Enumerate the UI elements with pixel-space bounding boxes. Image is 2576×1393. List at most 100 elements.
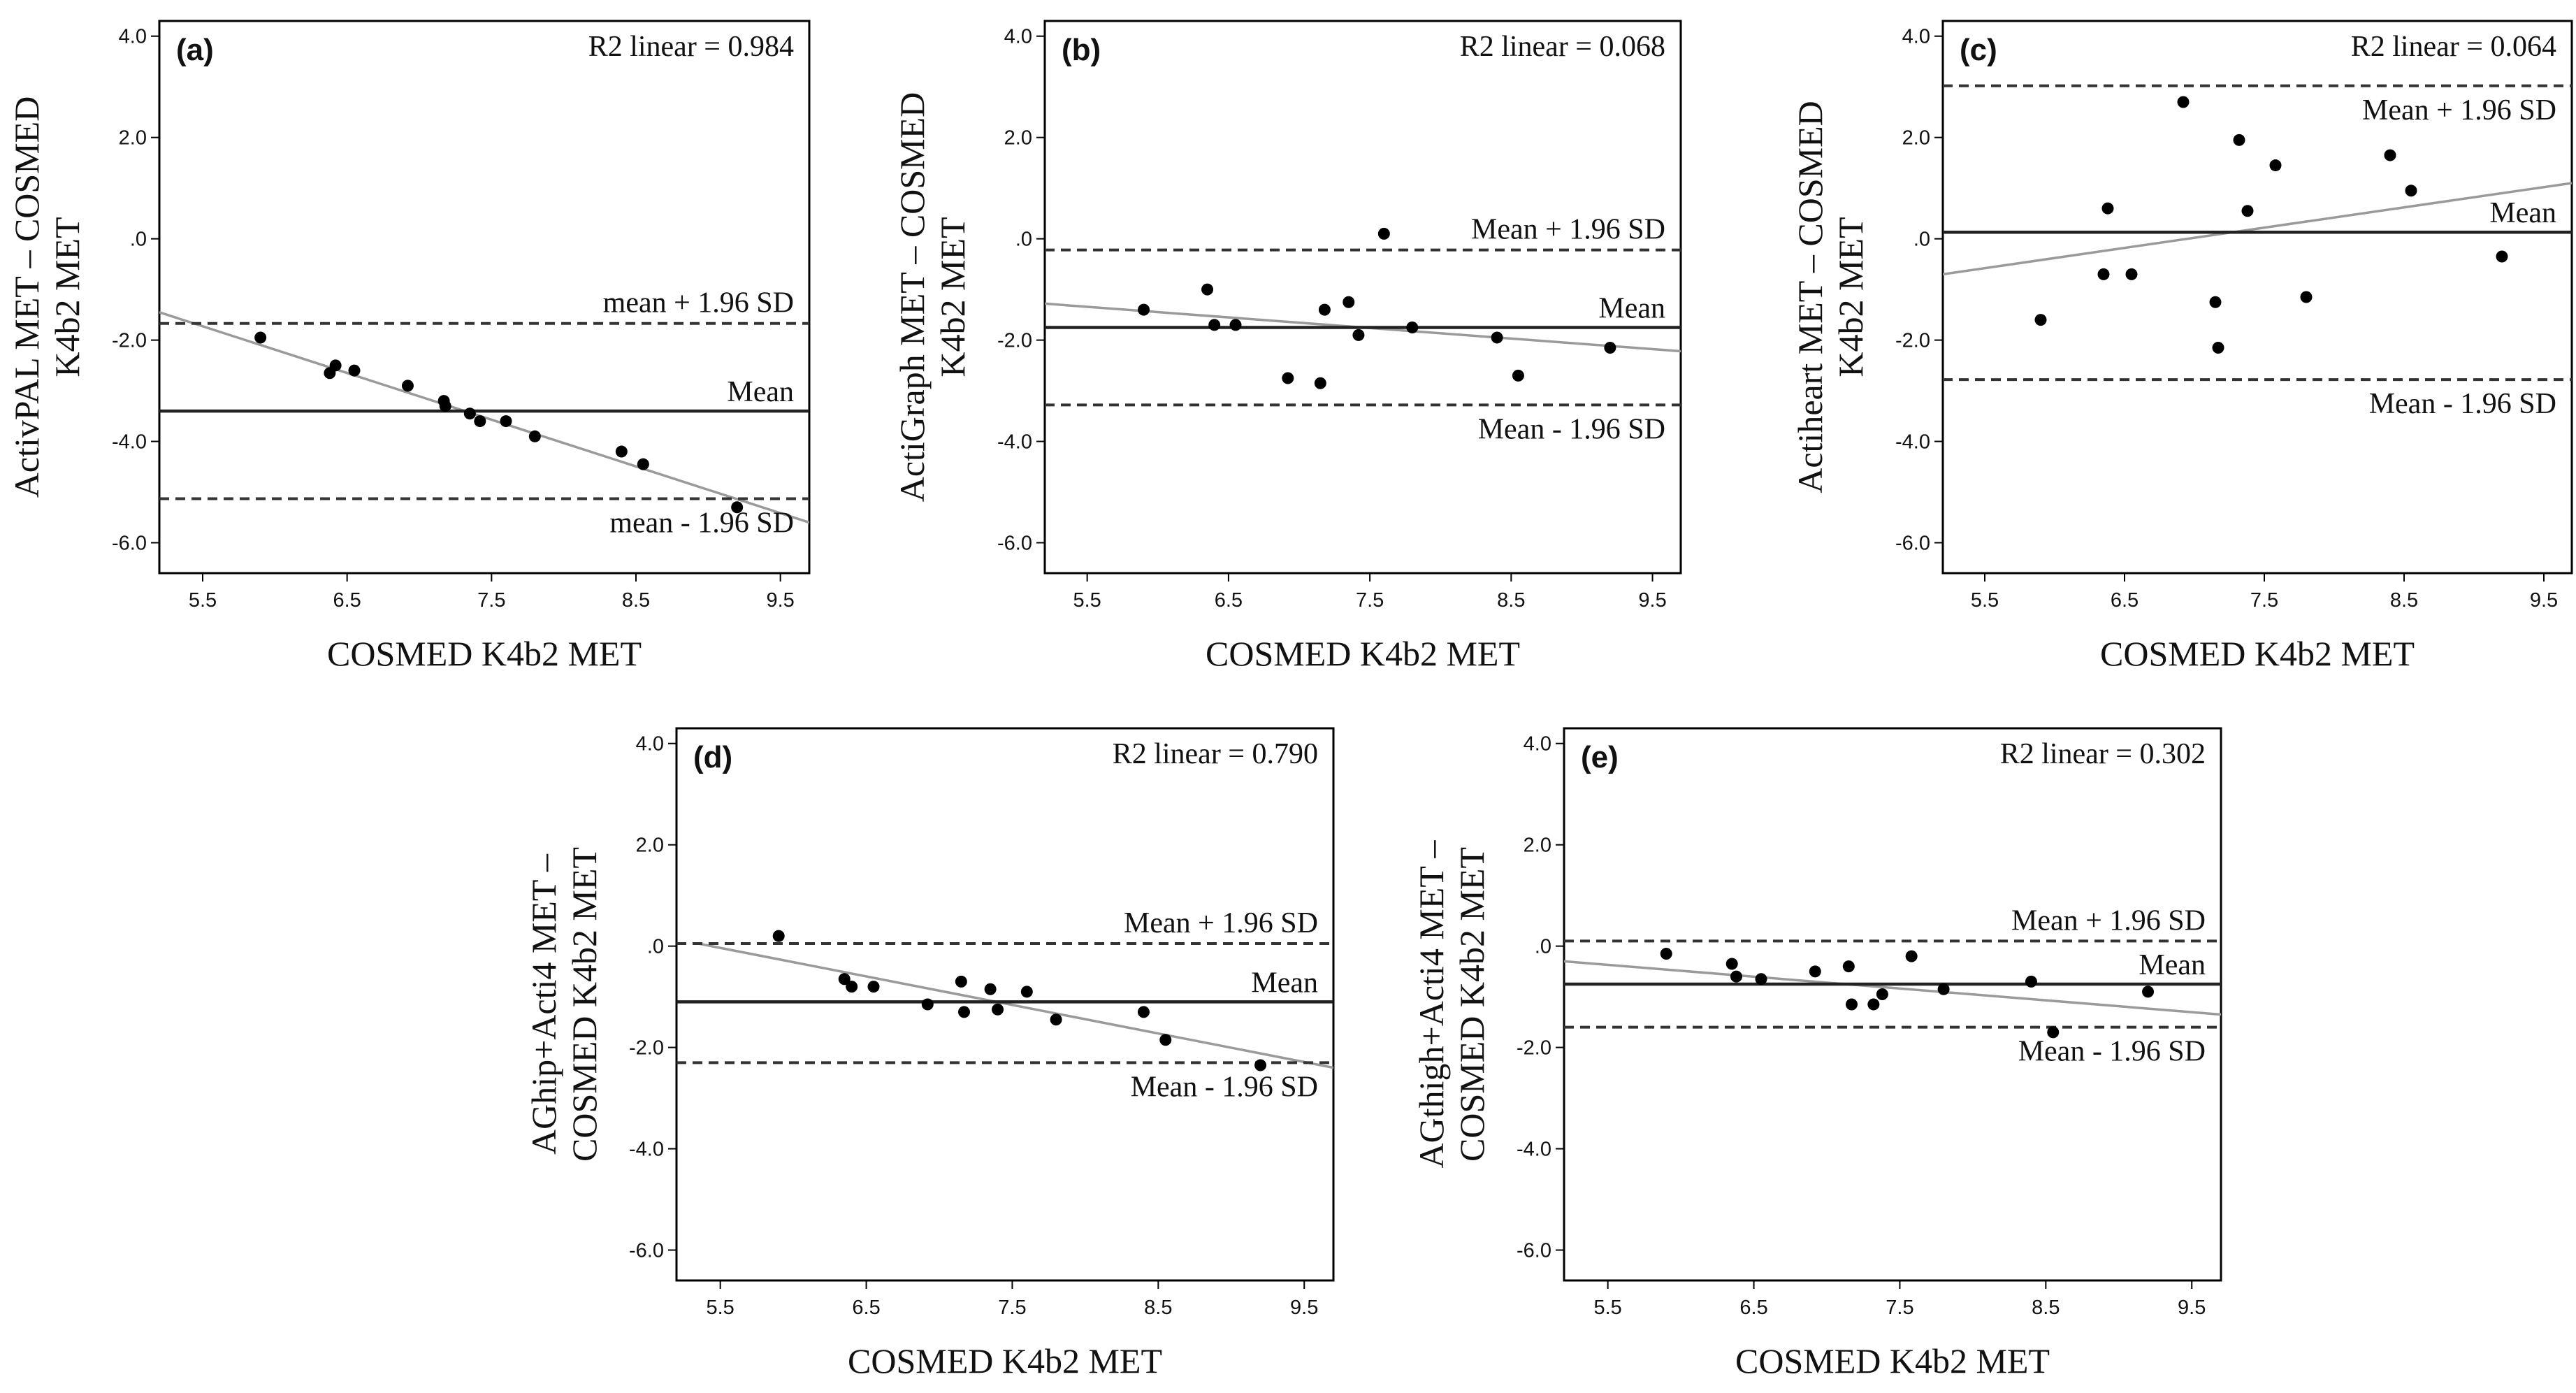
x-tick-label: 7.5 [1886, 1297, 1913, 1319]
upper-limit-label: Mean + 1.96 SD [2362, 94, 2556, 127]
x-tick-label: 5.5 [189, 589, 217, 612]
r2-linear-label: R2 linear = 0.064 [2351, 31, 2556, 63]
regression-line [1564, 960, 2221, 1016]
data-point [1809, 965, 1821, 978]
x-tick-label: 9.5 [1290, 1297, 1318, 1319]
data-point [2097, 268, 2110, 280]
data-point [2025, 975, 2037, 988]
data-point [2142, 986, 2155, 998]
y-tick-label: .0 [647, 936, 664, 958]
data-point [348, 364, 361, 377]
y-tick-label: -2.0 [997, 330, 1032, 352]
x-tick-label: 6.5 [333, 589, 361, 612]
upper-limit-label: Mean + 1.96 SD [1471, 214, 1665, 246]
y-axis-title-line1: ActivPAL MET – COSMED [7, 96, 46, 498]
x-tick-label: 9.5 [1638, 589, 1666, 612]
data-point [1318, 303, 1331, 316]
data-point [1937, 983, 1950, 995]
upper-limit-label: Mean + 1.96 SD [1124, 907, 1318, 939]
plot-frame [1941, 20, 2573, 575]
y-tick-label: 2.0 [1004, 127, 1032, 150]
data-point [1229, 319, 1242, 331]
lower-limit-label: Mean - 1.96 SD [2369, 388, 2556, 420]
x-tick-label: 5.5 [1594, 1297, 1622, 1319]
y-tick-label: -6.0 [629, 1240, 664, 1262]
data-point [329, 359, 342, 372]
y-tick-label: -2.0 [1517, 1037, 1551, 1060]
data-point [637, 458, 649, 470]
data-point [1138, 303, 1150, 316]
x-tick-label: 8.5 [622, 589, 650, 612]
plot-frame [158, 20, 811, 575]
mean-label: Mean [1251, 967, 1318, 999]
r2-linear-label: R2 linear = 0.068 [1460, 31, 1665, 63]
data-point [2212, 341, 2224, 354]
y-tick-label: -4.0 [1895, 431, 1930, 454]
data-point [2177, 96, 2190, 108]
mean-label: Mean [727, 376, 794, 408]
y-tick-label: -2.0 [629, 1037, 664, 1060]
y-axis-title-line2: COSMED K4b2 MET [565, 847, 604, 1162]
data-point [2300, 291, 2313, 303]
data-point [500, 415, 512, 428]
x-tick-label: 8.5 [2032, 1297, 2060, 1319]
x-axis-title: COSMED K4b2 MET [2100, 634, 2415, 673]
y-tick-label: .0 [1535, 936, 1551, 958]
y-axis-title-line1: ActiGraph MET – COSMED [892, 92, 932, 503]
y-tick-label: .0 [1913, 229, 1930, 251]
x-tick-label: 6.5 [2111, 589, 2139, 612]
data-point [2233, 133, 2245, 146]
y-axis-title-line1: AGthigh+Acti4 MET – [1412, 840, 1451, 1169]
data-point [401, 380, 414, 392]
lower-limit-label: Mean - 1.96 SD [1131, 1071, 1318, 1103]
x-tick-label: 6.5 [1215, 589, 1243, 612]
data-point [1208, 319, 1221, 331]
x-axis-title: COSMED K4b2 MET [327, 634, 642, 673]
data-point [474, 415, 486, 428]
x-tick-label: 7.5 [998, 1297, 1026, 1319]
panel-c: 4.0 2.0 .0 -2.0 -4.0 -6.0 5.5 6.5 7.5 8.5 9.5 Mean M… [1790, 20, 2573, 673]
data-point [921, 998, 934, 1011]
data-point [1020, 986, 1033, 998]
y-tick-label: -6.0 [112, 533, 147, 555]
data-point [2384, 149, 2396, 161]
data-point [1905, 950, 1918, 962]
data-point [867, 981, 880, 993]
y-axis-title-line1: AGhip+Acti4 MET – [524, 853, 563, 1155]
x-tick-label: 9.5 [767, 589, 795, 612]
lower-limit-label: mean - 1.96 SD [609, 507, 794, 539]
plot-frame [1563, 727, 2222, 1282]
y-tick-label: .0 [1015, 229, 1032, 251]
r2-linear-label: R2 linear = 0.984 [588, 31, 794, 63]
data-point [615, 445, 628, 458]
panel-d: 4.0 2.0 .0 -2.0 -4.0 -6.0 5.5 6.5 7.5 8.5 9.5 Mean M… [524, 727, 1335, 1380]
x-tick-label: 7.5 [1356, 589, 1384, 612]
data-point [2209, 296, 2222, 308]
y-tick-label: -2.0 [112, 330, 147, 352]
y-tick-label: -6.0 [1895, 533, 1930, 555]
y-tick-label: -2.0 [1895, 330, 1930, 352]
y-tick-label: 4.0 [1524, 733, 1551, 756]
data-point [1282, 372, 1294, 384]
x-tick-label: 5.5 [707, 1297, 735, 1319]
y-tick-label: 4.0 [1902, 26, 1930, 48]
data-point [1604, 341, 1616, 354]
panel-b: 4.0 2.0 .0 -2.0 -4.0 -6.0 5.5 6.5 7.5 8.5 9.5 Mean M… [892, 20, 1682, 673]
data-point [1352, 329, 1365, 341]
data-point [2101, 202, 2114, 215]
panel-label: (c) [1960, 33, 1997, 67]
y-tick-label: -4.0 [997, 431, 1032, 454]
data-point [846, 981, 858, 993]
y-tick-label: -6.0 [997, 533, 1032, 555]
data-point [2269, 159, 2282, 172]
panel-a: 4.0 2.0 .0 -2.0 -4.0 -6.0 5.5 6.5 7.5 8.5 9.5 Mean m… [7, 20, 811, 673]
data-point [1254, 1059, 1267, 1071]
data-point [1491, 331, 1503, 344]
x-tick-label: 9.5 [2178, 1297, 2206, 1319]
data-point [1343, 296, 1355, 308]
data-point [1842, 960, 1855, 973]
y-axis-title-line2: K4b2 MET [1831, 217, 1870, 377]
y-tick-label: 2.0 [1902, 127, 1930, 150]
y-axis-title-line1: Actiheart MET – COSMED [1790, 101, 1830, 493]
